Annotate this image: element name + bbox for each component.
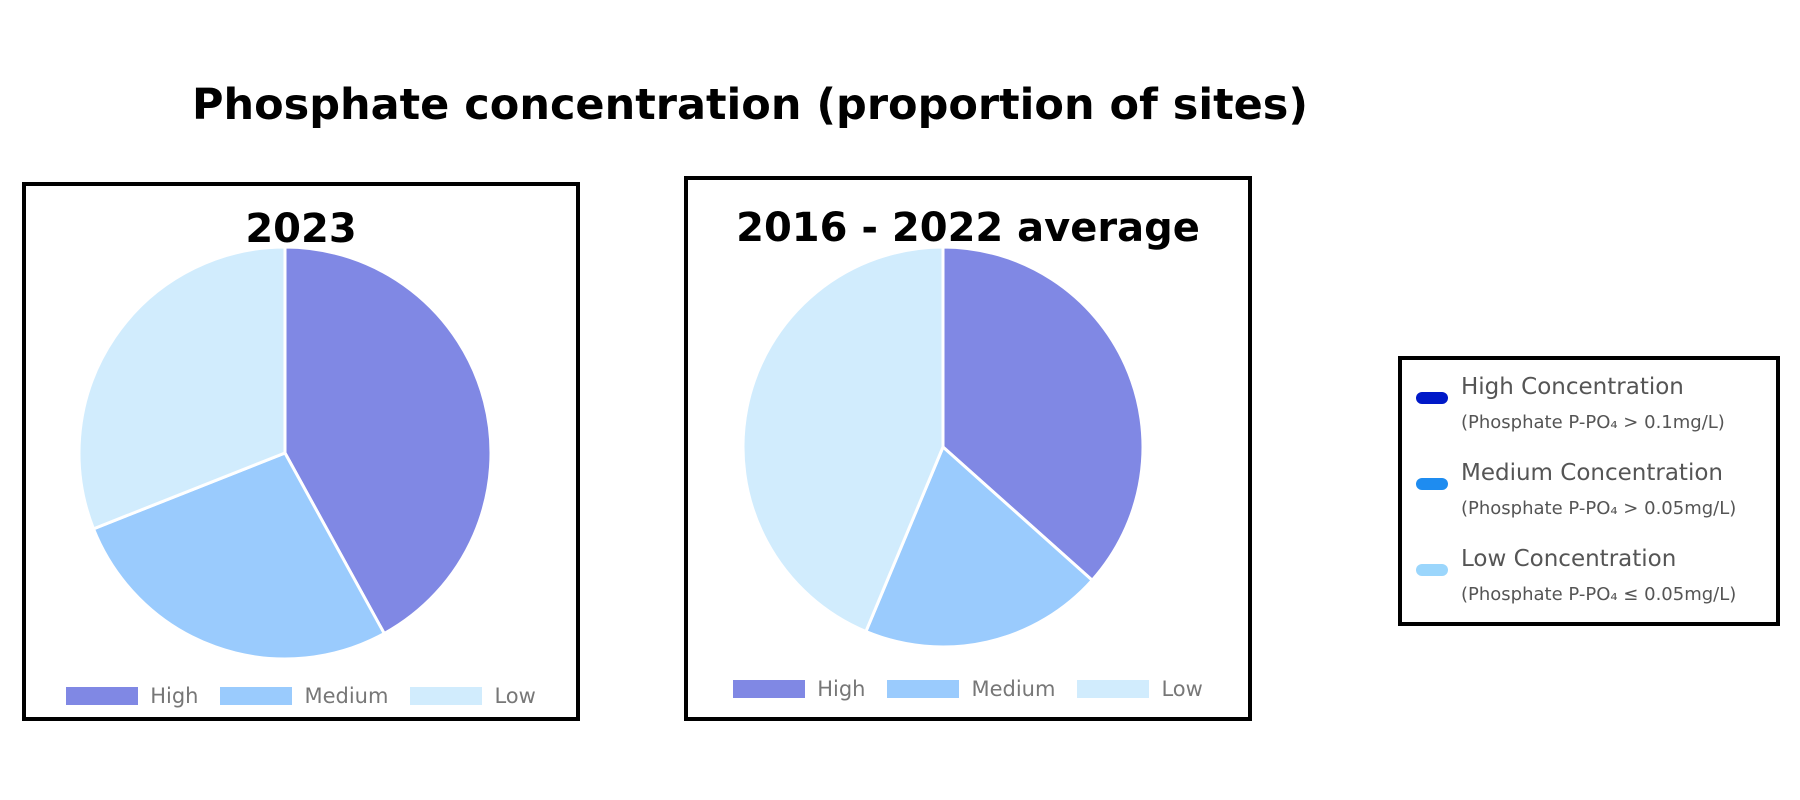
pie-title: 2016 - 2022 average [736, 205, 1200, 251]
pie-slice-high [283, 245, 493, 636]
chart-main-title: Phosphate concentration (proportion of s… [191, 80, 1309, 130]
pie-panel-2023: 2023 High Medium Low [22, 182, 580, 721]
key-label-low: Low Concentration [1461, 546, 1677, 572]
pie-legend: High Medium Low [688, 677, 1248, 701]
key-label-medium: Medium Concentration [1461, 460, 1723, 486]
pie-legend: High Medium Low [26, 684, 576, 708]
key-detail-medium: (Phosphate P-PO₄ > 0.05mg/L) [1461, 498, 1737, 519]
concentration-key: High Concentration (Phosphate P-PO₄ > 0.… [1398, 356, 1780, 626]
pie-slice-low [741, 245, 945, 634]
legend-item-low: Low [410, 684, 536, 708]
key-swatch-low [1416, 564, 1448, 576]
legend-label-medium: Medium [304, 684, 389, 708]
key-swatch-medium [1416, 478, 1448, 490]
key-label-high: High Concentration [1461, 374, 1684, 400]
pie-chart-2016-2022-average [741, 245, 1145, 649]
legend-label-high: High [817, 677, 866, 701]
pie-chart-2023 [77, 245, 493, 661]
legend-item-medium: Medium [887, 677, 1055, 701]
legend-swatch-high [66, 687, 139, 705]
legend-swatch-medium [220, 687, 293, 705]
legend-item-high: High [733, 677, 865, 701]
legend-label-medium: Medium [971, 677, 1056, 701]
legend-item-low: Low [1077, 677, 1203, 701]
legend-swatch-high [733, 680, 806, 698]
pie-panel-2016-2022: 2016 - 2022 average High Medium Low [684, 176, 1252, 721]
legend-swatch-low [1077, 680, 1150, 698]
key-detail-low: (Phosphate P-PO₄ ≤ 0.05mg/L) [1461, 584, 1737, 605]
pie-slice-low [77, 245, 287, 531]
legend-item-medium: Medium [220, 684, 388, 708]
pie-title: 2023 [245, 206, 357, 252]
pie-slice-medium [91, 451, 386, 661]
legend-label-high: High [150, 684, 199, 708]
legend-label-low: Low [1161, 677, 1203, 701]
key-swatch-high [1416, 392, 1448, 404]
legend-item-high: High [66, 684, 198, 708]
key-detail-high: (Phosphate P-PO₄ > 0.1mg/L) [1461, 412, 1725, 433]
legend-swatch-medium [887, 680, 960, 698]
legend-label-low: Low [494, 684, 536, 708]
pie-slice-high [941, 245, 1145, 582]
legend-swatch-low [410, 687, 483, 705]
